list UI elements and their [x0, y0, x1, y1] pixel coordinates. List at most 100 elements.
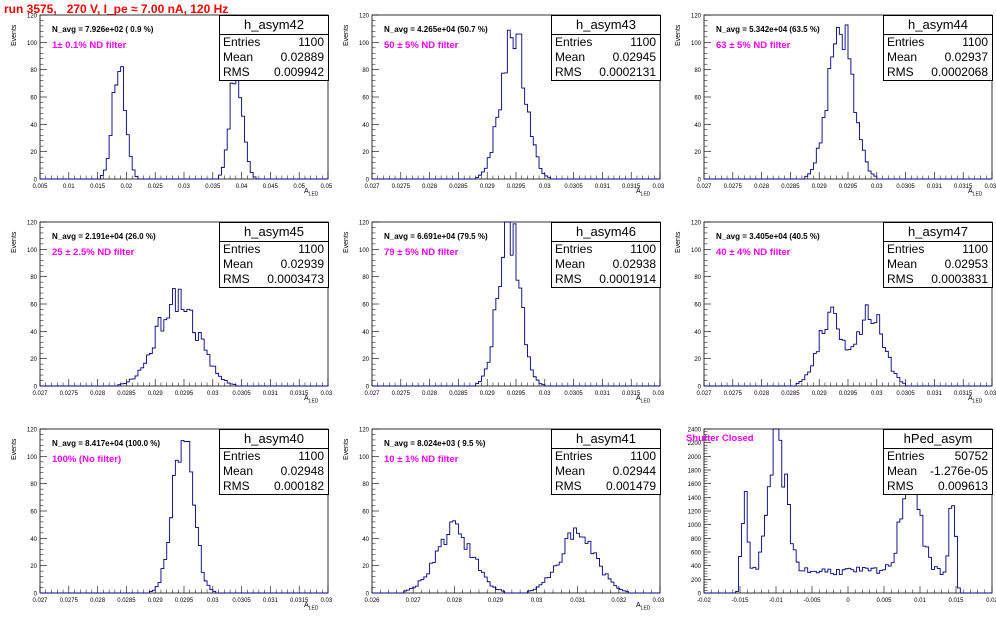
- y-tick-label: 20: [694, 357, 701, 363]
- navg-label: N_avg = 3.405e+04 (40.5 %): [716, 232, 820, 241]
- y-tick-label: 40: [362, 123, 369, 129]
- y-tick-label: 0: [698, 385, 702, 391]
- y-tick-label: 2000: [688, 455, 702, 461]
- navg-label: N_avg = 5.342e+04 (63.5 %): [716, 25, 820, 34]
- stats-value: 1100: [630, 35, 656, 49]
- filter-label: 79 ± 5% ND filter: [384, 247, 459, 258]
- filter-label: 10 ± 1% ND filter: [384, 454, 459, 465]
- stats-value: 0.0003473: [267, 272, 324, 286]
- histogram-pad: 0 20 40 60 80 100 120 0.027 0.0275 0.028 0.0285 0.0…: [664, 207, 996, 414]
- stats-label: RMS: [223, 65, 250, 79]
- stats-value: 0.009942: [273, 65, 324, 79]
- x-tick-label: 0.029: [812, 184, 828, 190]
- histogram-pad: 0 20 40 60 80 100 120 0.027 0.0275 0.028 0.0285 0.0…: [0, 207, 332, 414]
- x-tick-label: 0.03: [178, 184, 190, 190]
- stats-value: 1100: [298, 242, 324, 256]
- histogram-name: h_asym44: [884, 16, 992, 35]
- stats-value: 1100: [298, 35, 324, 49]
- x-tick-label: 0.0315: [290, 391, 309, 397]
- histogram-svg: 0 20 40 60 80 100 120 0.005 0.01 0.015 0.02 0.025 0.…: [27, 14, 332, 191]
- x-tick-label: 0.029: [812, 391, 828, 397]
- histogram-name: h_asym43: [552, 16, 660, 35]
- stats-label: RMS: [887, 272, 914, 286]
- y-tick-label: 0: [698, 592, 702, 598]
- x-tick-label: 0.055: [320, 184, 332, 190]
- x-tick-label: 0.031: [263, 391, 279, 397]
- x-tick-label: 0.025: [148, 184, 164, 190]
- stats-box: h_asym47 Entries 1100 Mean 0.02953 RMS 0.00038…: [883, 222, 993, 288]
- y-tick-label: 40: [30, 123, 37, 129]
- y-tick-label: 20: [694, 150, 701, 156]
- stats-label: Mean: [223, 257, 254, 271]
- navg-label: N_avg = 2.191e+04 (26.0 %): [52, 232, 156, 241]
- stats-label: Mean: [223, 50, 254, 64]
- y-tick-label: 80: [30, 482, 37, 488]
- stats-row-mean: Mean 0.02937: [884, 50, 992, 65]
- y-tick-label: 100: [359, 248, 370, 254]
- x-tick-label: 0.0275: [60, 391, 79, 397]
- x-tick-label: 0.045: [263, 184, 279, 190]
- y-tick-label: 0: [34, 385, 38, 391]
- y-axis-label: Events: [343, 231, 350, 253]
- histogram-pad: 0 20 40 60 80 100 120 0.026 0.027 0.028 0.029 0.03 0…: [332, 414, 664, 621]
- y-tick-label: 0: [366, 385, 370, 391]
- filter-label: 100% (No filter): [52, 454, 122, 465]
- y-tick-label: 80: [362, 482, 369, 488]
- y-tick-label: 120: [691, 14, 702, 20]
- x-tick-label: 0.0305: [564, 391, 583, 397]
- x-tick-label: 0.028: [90, 391, 106, 397]
- histogram-svg: 0 20 40 60 80 100 120 0.027 0.0275 0.028 0.0285 0.0…: [27, 221, 332, 398]
- y-tick-label: 60: [362, 303, 369, 309]
- x-tick-label: 0.0315: [954, 184, 973, 190]
- histogram-line: [40, 51, 328, 180]
- histogram-pad: 0 20 40 60 80 100 120 0.027 0.0275 0.028 0.0285 0.0…: [664, 0, 996, 207]
- x-tick-label: 0.029: [480, 184, 496, 190]
- y-tick-label: 80: [362, 275, 369, 281]
- stats-value: 1100: [630, 242, 656, 256]
- filter-label: Shutter Closed: [686, 433, 754, 444]
- stats-row-rms: RMS 0.000182: [220, 479, 328, 494]
- x-tick-label: 0.0275: [724, 391, 743, 397]
- stats-value: 0.02937: [944, 50, 988, 64]
- y-tick-label: 0: [698, 178, 702, 184]
- navg-label: N_avg = 7.926e+02 ( 0.9 %): [52, 25, 154, 34]
- x-tick-label: 0.01: [914, 598, 926, 604]
- x-tick-label: 0.0285: [781, 391, 800, 397]
- navg-label: N_avg = 8.417e+04 (100.0 %): [52, 439, 161, 448]
- histogram-svg: 0 20 40 60 80 100 120 0.027 0.0275 0.028 0.0285 0.0…: [359, 14, 664, 191]
- stats-value: 0.02948: [280, 464, 324, 478]
- histogram-pad: 0 20 40 60 80 100 120 0.027 0.0275 0.028 0.0285 0.0…: [332, 0, 664, 207]
- y-tick-label: 60: [694, 96, 701, 102]
- y-tick-label: 1000: [688, 523, 702, 529]
- y-tick-label: 0: [366, 592, 370, 598]
- navg-label: N_avg = 4.265e+04 (50.7 %): [384, 25, 488, 34]
- y-tick-label: 120: [27, 14, 38, 20]
- histogram-line: [704, 24, 992, 180]
- stats-label: RMS: [887, 65, 914, 79]
- histogram-line: [704, 304, 992, 387]
- x-tick-label: 0: [846, 598, 850, 604]
- stats-value: 0.0002068: [931, 65, 988, 79]
- y-tick-label: 100: [691, 248, 702, 254]
- x-tick-label: 0.032: [984, 184, 996, 190]
- stats-row-entries: Entries 1100: [884, 242, 992, 257]
- x-tick-label: 0.0295: [175, 598, 194, 604]
- stats-label: RMS: [555, 479, 582, 493]
- x-tick-label: 0.029: [488, 598, 504, 604]
- y-tick-label: 0: [34, 178, 38, 184]
- navg-label: N_avg = 8.024e+03 ( 9.5 %): [384, 439, 486, 448]
- stats-label: Mean: [223, 464, 254, 478]
- y-tick-label: 120: [359, 221, 370, 227]
- x-tick-label: 0.031: [927, 391, 943, 397]
- y-tick-label: 80: [30, 68, 37, 74]
- x-tick-label: 0.015: [90, 184, 106, 190]
- histogram-svg: 0 20 40 60 80 100 120 0.027 0.0275 0.028 0.0285 0.0…: [359, 221, 664, 398]
- x-tick-label: 0.0315: [290, 598, 309, 604]
- stats-box: h_asym45 Entries 1100 Mean 0.02939 RMS 0.00034…: [219, 222, 329, 288]
- stats-label: Entries: [887, 242, 925, 256]
- stats-box: h_asym46 Entries 1100 Mean 0.02938 RMS 0.00019…: [551, 222, 661, 288]
- x-tick-label: 0.028: [90, 598, 106, 604]
- x-tick-label: 0.02: [986, 598, 996, 604]
- histogram-name: hPed_asym: [884, 430, 992, 449]
- stats-row-entries: Entries 50752: [884, 449, 992, 464]
